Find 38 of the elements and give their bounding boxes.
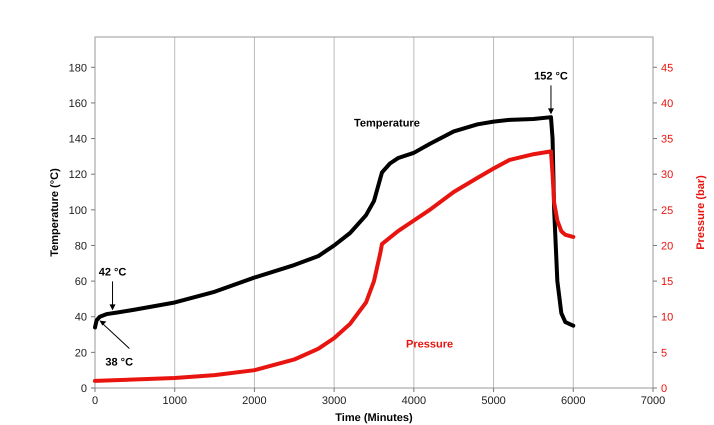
x-tick-label: 1000: [162, 395, 187, 407]
annotation: 152 °C: [534, 70, 568, 82]
line-series: [93, 149, 576, 383]
x-tick-label: 2000: [242, 395, 267, 407]
y2-tick-label: 15: [661, 276, 674, 288]
annotation: 38 °C: [105, 356, 134, 369]
y2-tick-label: 30: [661, 169, 674, 182]
y-tick-label: 20: [74, 347, 87, 360]
line-series: [93, 115, 576, 330]
y2-tick-label: 40: [661, 98, 674, 110]
y-tick-label: 80: [74, 240, 87, 252]
x-tick-label: 6000: [561, 395, 586, 407]
y2-tick-label: 10: [661, 312, 674, 324]
series-label: Temperature: [354, 118, 420, 130]
y-tick-label: 160: [68, 98, 87, 110]
x-tick-label: 4000: [402, 395, 426, 407]
y-tick-label: 100: [68, 204, 87, 217]
y2-axis-title: Pressure (bar): [695, 174, 707, 250]
y2-tick-label: 5: [661, 347, 668, 360]
y2-tick-label: 35: [661, 134, 674, 146]
x-tick-label: 0: [92, 395, 98, 407]
y-tick-label: 180: [68, 62, 87, 74]
text: Pressure: [406, 338, 454, 350]
y-tick-label: 40: [74, 312, 87, 324]
annotation: 42 °C: [98, 266, 126, 278]
y2-tick-label: 20: [661, 240, 674, 252]
x-tick-label: 5000: [481, 395, 506, 407]
y2-tick-label: 45: [661, 62, 674, 74]
y-tick-label: 60: [74, 276, 87, 288]
y-axis-title: Temperature (°C): [49, 168, 61, 257]
y2-tick-label: 25: [661, 204, 674, 217]
x-tick-label: 3000: [322, 395, 346, 407]
y-tick-label: 120: [68, 169, 87, 182]
y-tick-label: 0: [80, 383, 87, 395]
x-axis-title: Time (Minutes): [335, 412, 414, 424]
y-tick-label: 140: [68, 134, 87, 146]
y2-tick-label: 0: [661, 383, 668, 395]
x-tick-label: 7000: [640, 395, 666, 407]
